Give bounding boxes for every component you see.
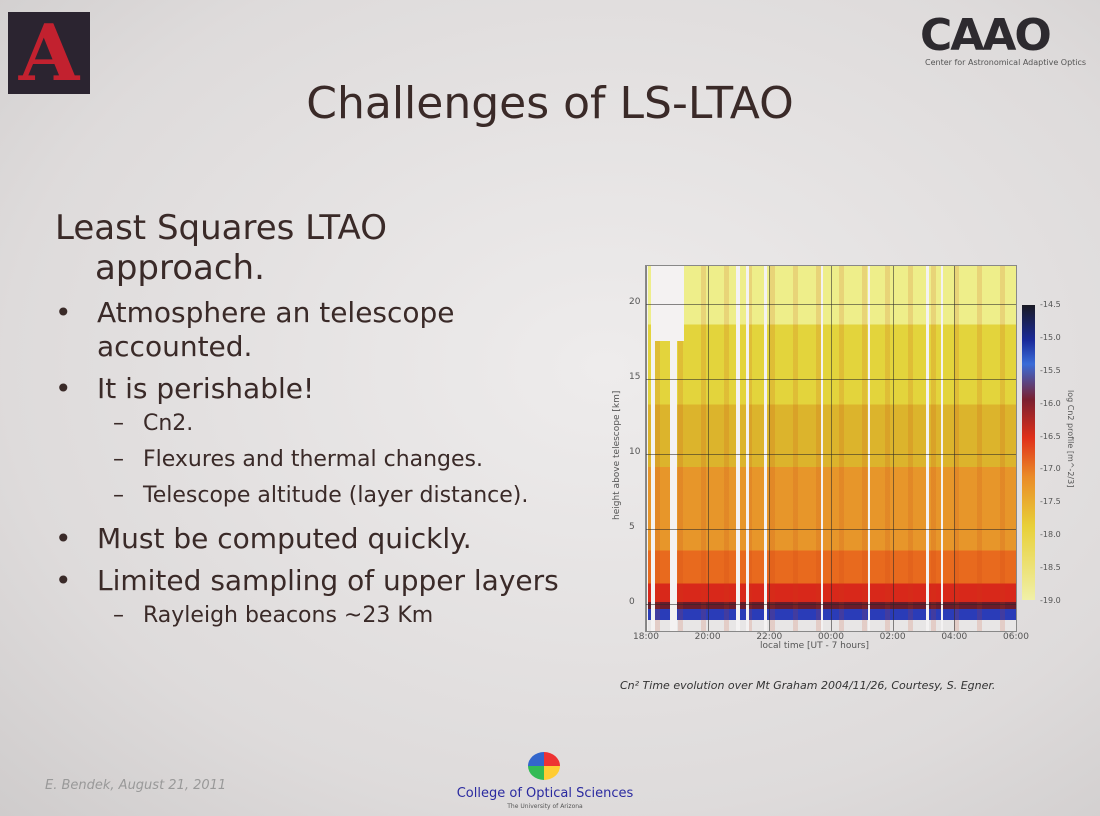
colorbar-ticks: -14.5 -15.0 -15.5 -16.0 -16.5 -17.0 -17.5 -18.0…	[1040, 300, 1061, 605]
x-tick-label: 04:00	[941, 632, 968, 642]
y-axis-label: height above telescope [km]	[612, 390, 622, 520]
colorbar-tick-label: -17.5	[1040, 497, 1061, 507]
heatmap-image	[645, 265, 1017, 632]
grid-line	[646, 304, 1016, 305]
institution: College of Optical Sciences	[456, 786, 634, 801]
grid-line	[646, 454, 1016, 455]
data-gap	[868, 266, 870, 631]
x-tick-label: 06:00	[1003, 632, 1029, 642]
data-gap	[736, 266, 740, 631]
logo-right: CAAO	[920, 10, 1052, 61]
content: Least Squares LTAO approach. Atmosphere …	[55, 208, 559, 634]
x-tick-label: 22:00	[756, 632, 783, 642]
colorbar-tick-label: -16.0	[1040, 398, 1061, 408]
data-gap	[651, 266, 655, 631]
colorbar-tick-label: -17.0	[1040, 464, 1061, 474]
grid-line	[646, 604, 1016, 605]
data-gap	[941, 266, 943, 631]
data-gap	[926, 266, 929, 631]
data-gap	[654, 266, 684, 341]
bullet-line: It is perishable!	[97, 372, 315, 405]
institution-sub: The University of Arizona	[507, 803, 583, 810]
grid-line	[646, 379, 1016, 380]
colorbar	[1022, 305, 1035, 600]
heading: approach.	[95, 248, 265, 288]
bullet-line: accounted.	[97, 330, 253, 363]
x-tick-label: 20:00	[694, 632, 721, 642]
caption: Cn² Time evolution over Mt Graham 2004/1…	[620, 679, 996, 692]
heading: Least Squares LTAO	[55, 208, 387, 248]
data-gap	[746, 266, 749, 631]
y-tick-label: 0	[629, 597, 635, 607]
colorbar-tick-label: -18.0	[1040, 530, 1061, 540]
grid-line	[892, 266, 894, 631]
sub-bullet: Telescope altitude (layer distance).	[55, 478, 559, 514]
grid-line	[646, 266, 647, 631]
emblem	[528, 752, 560, 780]
logo-right-subtitle: Center for Astronomical Adaptive Optics	[925, 58, 1087, 67]
bullet-line: Must be computed quickly.	[97, 522, 472, 555]
x-tick-label: 00:00	[818, 632, 844, 642]
y-tick-label: 20	[629, 297, 641, 307]
grid-line	[1016, 266, 1017, 631]
bullet: Limited sampling of upper layers	[55, 564, 559, 598]
colorbar-tick-label: -14.5	[1040, 300, 1061, 309]
x-tick-label: 18:00	[633, 632, 659, 642]
footer-author: E. Bendek, August 21, 2011	[45, 778, 227, 793]
grid-line	[769, 266, 771, 631]
colorbar-tick-label: -19.0	[1040, 595, 1061, 605]
colorbar-tick-label: -18.5	[1040, 563, 1061, 572]
data-gap	[674, 266, 677, 631]
bullet: It is perishable!	[55, 372, 559, 406]
colorbar-label: log Cn2 profile [m^-2/3]	[1066, 390, 1075, 488]
y-tick-label: 10	[629, 447, 641, 457]
x-axis-label: local time [UT - 7 hours]	[760, 641, 869, 651]
sub-bullet: Rayleigh beacons ~23 Km	[55, 598, 559, 634]
data-gap	[646, 266, 648, 631]
bullet-line: Atmosphere an telescope	[97, 296, 455, 329]
bullet-line: Limited sampling of upper layers	[97, 564, 559, 597]
sub-bullet: Flexures and thermal changes.	[55, 442, 559, 478]
y-tick-label: 5	[629, 522, 635, 532]
data-gap	[821, 266, 823, 631]
colorbar-tick-label: -15.0	[1040, 332, 1061, 342]
title: Challenges of LS-LTAO	[306, 78, 794, 129]
grid-line	[831, 266, 832, 631]
logo-left: A	[8, 12, 90, 96]
bullet: Must be computed quickly.	[55, 522, 559, 556]
data-gap	[670, 266, 675, 631]
grid-line	[954, 266, 956, 631]
data-gap	[764, 266, 767, 631]
grid-line	[646, 529, 1016, 530]
colorbar-tick-label: -16.5	[1040, 431, 1061, 441]
y-tick-label: 15	[629, 372, 641, 382]
colorbar-tick-label: -15.5	[1040, 365, 1061, 375]
x-tick-label: 02:00	[879, 632, 906, 642]
sub-bullet: Cn2.	[55, 406, 559, 442]
grid-line	[707, 266, 709, 631]
